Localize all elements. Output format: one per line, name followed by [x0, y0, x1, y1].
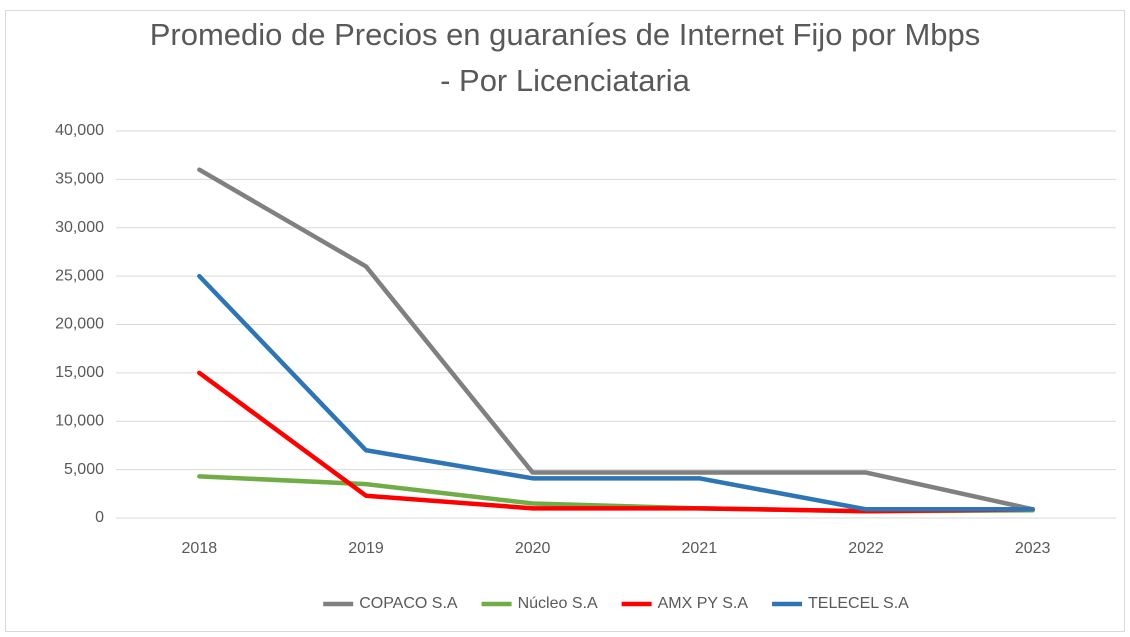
y-tick-label: 0 — [95, 509, 104, 526]
y-tick-label: 35,000 — [55, 171, 104, 188]
x-tick-label: 2019 — [348, 540, 384, 557]
x-tick-label: 2022 — [848, 540, 884, 557]
series-line — [197, 167, 1035, 512]
y-tick-label: 25,000 — [55, 267, 104, 284]
y-tick-label: 10,000 — [55, 412, 104, 429]
legend-label: Núcleo S.A — [518, 595, 598, 612]
legend-label: COPACO S.A — [359, 595, 458, 612]
chart-border — [5, 10, 1125, 632]
y-tick-label: 30,000 — [55, 219, 104, 236]
y-tick-label: 20,000 — [55, 316, 104, 333]
chart-title: Promedio de Precios en guaraníes de Inte… — [149, 17, 981, 98]
y-tick-label: 40,000 — [55, 122, 104, 139]
y-tick-label: 5,000 — [64, 461, 104, 478]
legend-label: TELECEL S.A — [808, 595, 909, 612]
series-line — [197, 273, 1035, 512]
legend-label: AMX PY S.A — [658, 595, 749, 612]
x-tick-label: 2021 — [682, 540, 718, 557]
y-tick-label: 15,000 — [55, 364, 104, 381]
x-tick-label: 2018 — [182, 540, 218, 557]
x-tick-label: 2020 — [515, 540, 551, 557]
x-tick-label: 2023 — [1015, 540, 1051, 557]
